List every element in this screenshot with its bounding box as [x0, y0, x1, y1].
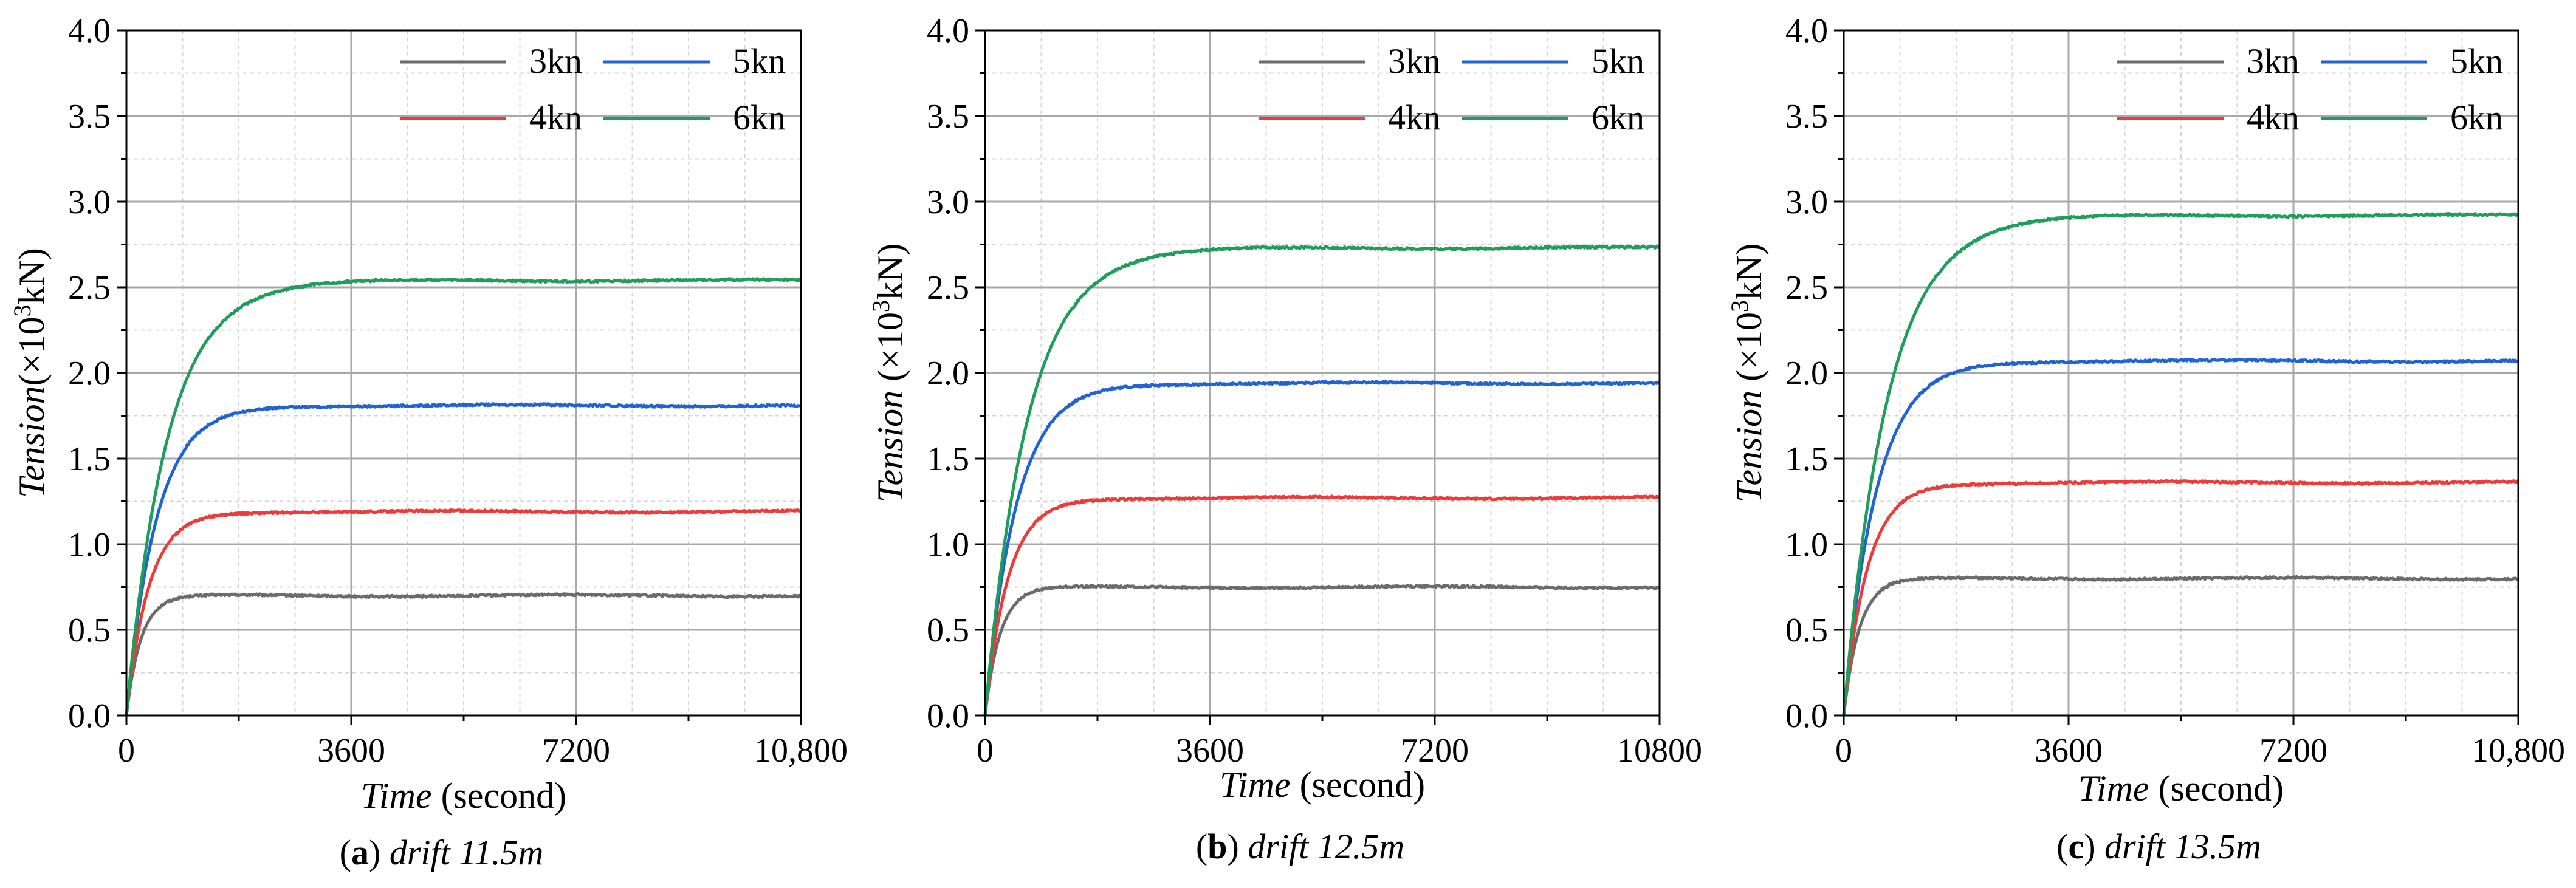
y-tick-label: 3.0 — [68, 183, 111, 221]
chart-c: 0.0 0.5 1.0 1.5 2.0 2.5 3.0 3.5 4.0 0 3600 7200 10,8… — [1726, 12, 2566, 808]
y-tick-label: 2.5 — [68, 269, 111, 307]
series-line-4kn — [125, 508, 802, 716]
y-tick-label: 3.0 — [1785, 183, 1828, 221]
y-tick-label: 2.0 — [927, 355, 969, 392]
x-axis-title: Time (second) — [2078, 768, 2284, 808]
series-line-6kn — [1842, 212, 2519, 716]
y-tick-label: 3.5 — [1785, 98, 1828, 135]
chart-a: 0.0 0.5 1.0 1.5 2.0 2.5 3.0 3.5 4.0 0 3600 7200 10,8… — [9, 12, 848, 816]
y-tick-label: 4.0 — [1785, 12, 1828, 50]
series-line-5kn — [983, 380, 1661, 716]
x-tick-label: 7200 — [1401, 732, 1469, 770]
caption-letter: a — [351, 833, 369, 872]
x-tick-label: 10,800 — [754, 732, 848, 770]
legend-label-6kn: 6kn — [2450, 98, 2503, 137]
series-line-4kn — [983, 494, 1660, 716]
legend-label-4kn: 4kn — [1388, 98, 1441, 137]
y-tick-label: 1.0 — [1785, 526, 1828, 564]
y-tick-label: 2.5 — [1785, 269, 1828, 307]
y-tick-label: 3.0 — [927, 183, 969, 221]
legend-label-6kn: 6kn — [1592, 98, 1644, 137]
legend-label-3kn: 3kn — [529, 41, 582, 81]
series-line-5kn — [1842, 357, 2519, 716]
y-tick-label: 0.0 — [927, 697, 969, 735]
y-tick-label: 1.5 — [68, 440, 111, 478]
x-tick-label: 3600 — [1176, 732, 1244, 770]
series-line-3kn — [1842, 575, 2519, 716]
y-axis-title: Tension (×103kN) — [867, 244, 911, 503]
caption-name: drift 12.5m — [1248, 827, 1405, 866]
legend-label-4kn: 4kn — [529, 98, 582, 137]
chart-panel-c: 0.0 0.5 1.0 1.5 2.0 2.5 3.0 3.5 4.0 0 3600 7200 10,8… — [1717, 0, 2576, 888]
chart-caption-c: (c) drift 13.5m — [2056, 827, 2261, 866]
chart-caption-a: (a) drift 11.5m — [339, 833, 544, 872]
y-tick-label: 1.5 — [927, 440, 969, 478]
x-axis-title: Time (second) — [361, 776, 566, 816]
y-tick-label: 2.5 — [927, 269, 969, 307]
chart-b: 0.0 0.5 1.0 1.5 2.0 2.5 3.0 3.5 4.0 0 3600 7200 1080… — [867, 12, 1703, 805]
y-axis-title: Tension(×103kN) — [9, 248, 52, 498]
y-tick-label: 0.0 — [68, 697, 111, 735]
y-tick-label: 3.5 — [927, 98, 969, 135]
legend-label-6kn: 6kn — [733, 98, 786, 137]
series-line-3kn — [983, 583, 1661, 716]
legend-label-5kn: 5kn — [2450, 41, 2503, 81]
x-tick-label: 10,800 — [2471, 732, 2565, 770]
x-tick-label: 3600 — [317, 732, 385, 770]
x-tick-label: 7200 — [2259, 732, 2327, 770]
x-tick-label: 7200 — [542, 732, 610, 770]
x-tick-label: 3600 — [2035, 732, 2103, 770]
series-line-4kn — [1842, 479, 2519, 716]
y-tick-label: 0.5 — [68, 612, 111, 649]
y-tick-label: 1.5 — [1785, 440, 1828, 478]
x-tick-label: 10800 — [1617, 732, 1702, 770]
x-axis-title: Time (second) — [1220, 765, 1425, 805]
x-tick-label: 0 — [118, 732, 135, 770]
y-tick-label: 0.5 — [1785, 612, 1828, 649]
legend-label-3kn: 3kn — [1388, 41, 1441, 81]
series-line-5kn — [125, 402, 802, 716]
y-tick-label: 2.0 — [1785, 355, 1828, 392]
y-tick-label: 0.0 — [1785, 697, 1828, 735]
series-line-3kn — [125, 592, 803, 716]
legend-label-5kn: 5kn — [733, 41, 786, 81]
chart-panel-a: 0.0 0.5 1.0 1.5 2.0 2.5 3.0 3.5 4.0 0 3600 7200 10,8… — [0, 0, 859, 888]
y-axis-title: Tension (×103kN) — [1726, 244, 1770, 503]
y-tick-label: 4.0 — [68, 12, 111, 50]
legend-label-4kn: 4kn — [2247, 98, 2300, 137]
caption-name: drift 13.5m — [2104, 827, 2261, 866]
caption-name: drift 11.5m — [389, 833, 544, 872]
x-tick-label: 0 — [1835, 732, 1852, 770]
x-tick-label: 0 — [977, 732, 994, 770]
y-tick-label: 2.0 — [68, 355, 111, 392]
legend-label-3kn: 3kn — [2247, 41, 2300, 81]
series-line-6kn — [125, 277, 803, 716]
y-tick-label: 1.0 — [927, 526, 969, 564]
legend-label-5kn: 5kn — [1592, 41, 1644, 81]
caption-letter: b — [1207, 827, 1228, 866]
chart-panel-b: 0.0 0.5 1.0 1.5 2.0 2.5 3.0 3.5 4.0 0 3600 7200 1080… — [859, 0, 1717, 888]
y-tick-label: 0.5 — [927, 612, 969, 649]
chart-caption-b: (b) drift 12.5m — [1195, 827, 1405, 866]
series-line-6kn — [983, 244, 1660, 716]
y-tick-label: 3.5 — [68, 98, 111, 135]
y-tick-label: 4.0 — [927, 12, 969, 50]
y-tick-label: 1.0 — [68, 526, 111, 564]
caption-letter: c — [2068, 827, 2084, 866]
